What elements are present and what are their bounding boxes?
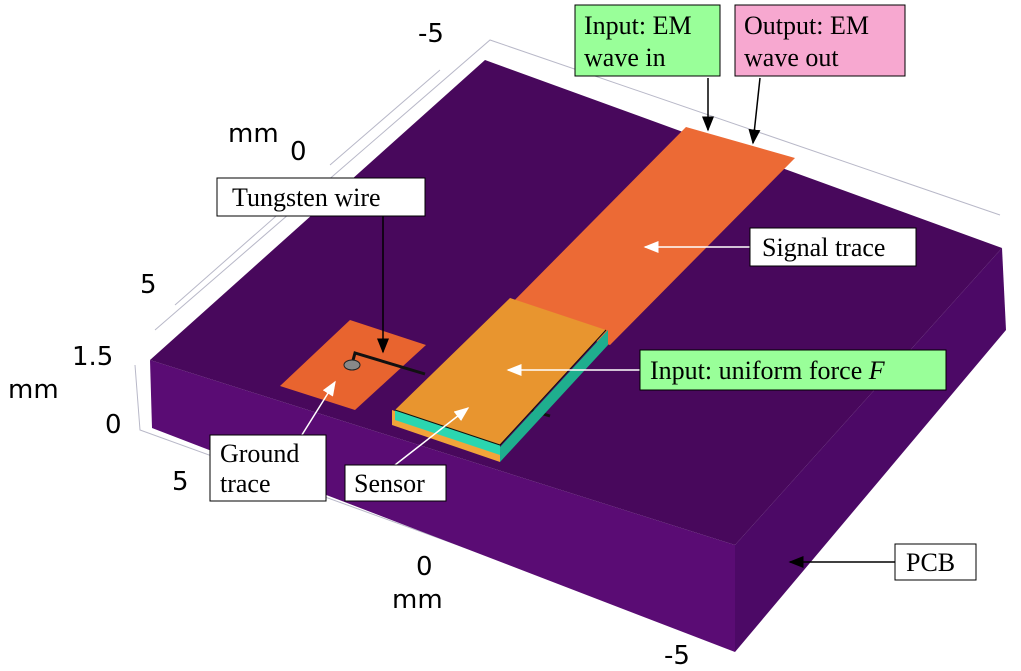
callout-text: Signal trace [762, 233, 885, 262]
callout-text: PCB [906, 548, 955, 577]
callout-text: Input: uniform force [650, 356, 862, 385]
callout-text: trace [220, 469, 271, 498]
tick-label: 5 [172, 467, 189, 497]
tick-label: 0 [105, 410, 122, 440]
tick-label: -5 [664, 641, 690, 671]
symbol: F [868, 356, 886, 385]
callout-text: wave out [744, 43, 839, 72]
unit-label: mm [392, 585, 443, 615]
callout-text: Input: EM [584, 11, 692, 40]
callout-text: Sensor [354, 469, 425, 498]
tick-label: 5 [140, 270, 157, 300]
unit-label: mm [228, 119, 279, 149]
callout-text: Ground [220, 439, 299, 468]
tick-label: 0 [416, 552, 433, 582]
tick-label: 1.5 [72, 342, 113, 372]
callout-text: wave in [584, 43, 666, 72]
callout-text: Tungsten wire [232, 183, 381, 212]
diagram: 5 0 -5 mm 1.5 0 mm 5 0 -5 mm Input: EM w… [0, 0, 1021, 671]
tick-label: 0 [290, 137, 307, 167]
unit-label: mm [8, 375, 59, 405]
callout-text: Output: EM [744, 11, 869, 40]
callout-text: Input: uniform force F [650, 356, 886, 385]
tick-label: -5 [418, 19, 444, 49]
